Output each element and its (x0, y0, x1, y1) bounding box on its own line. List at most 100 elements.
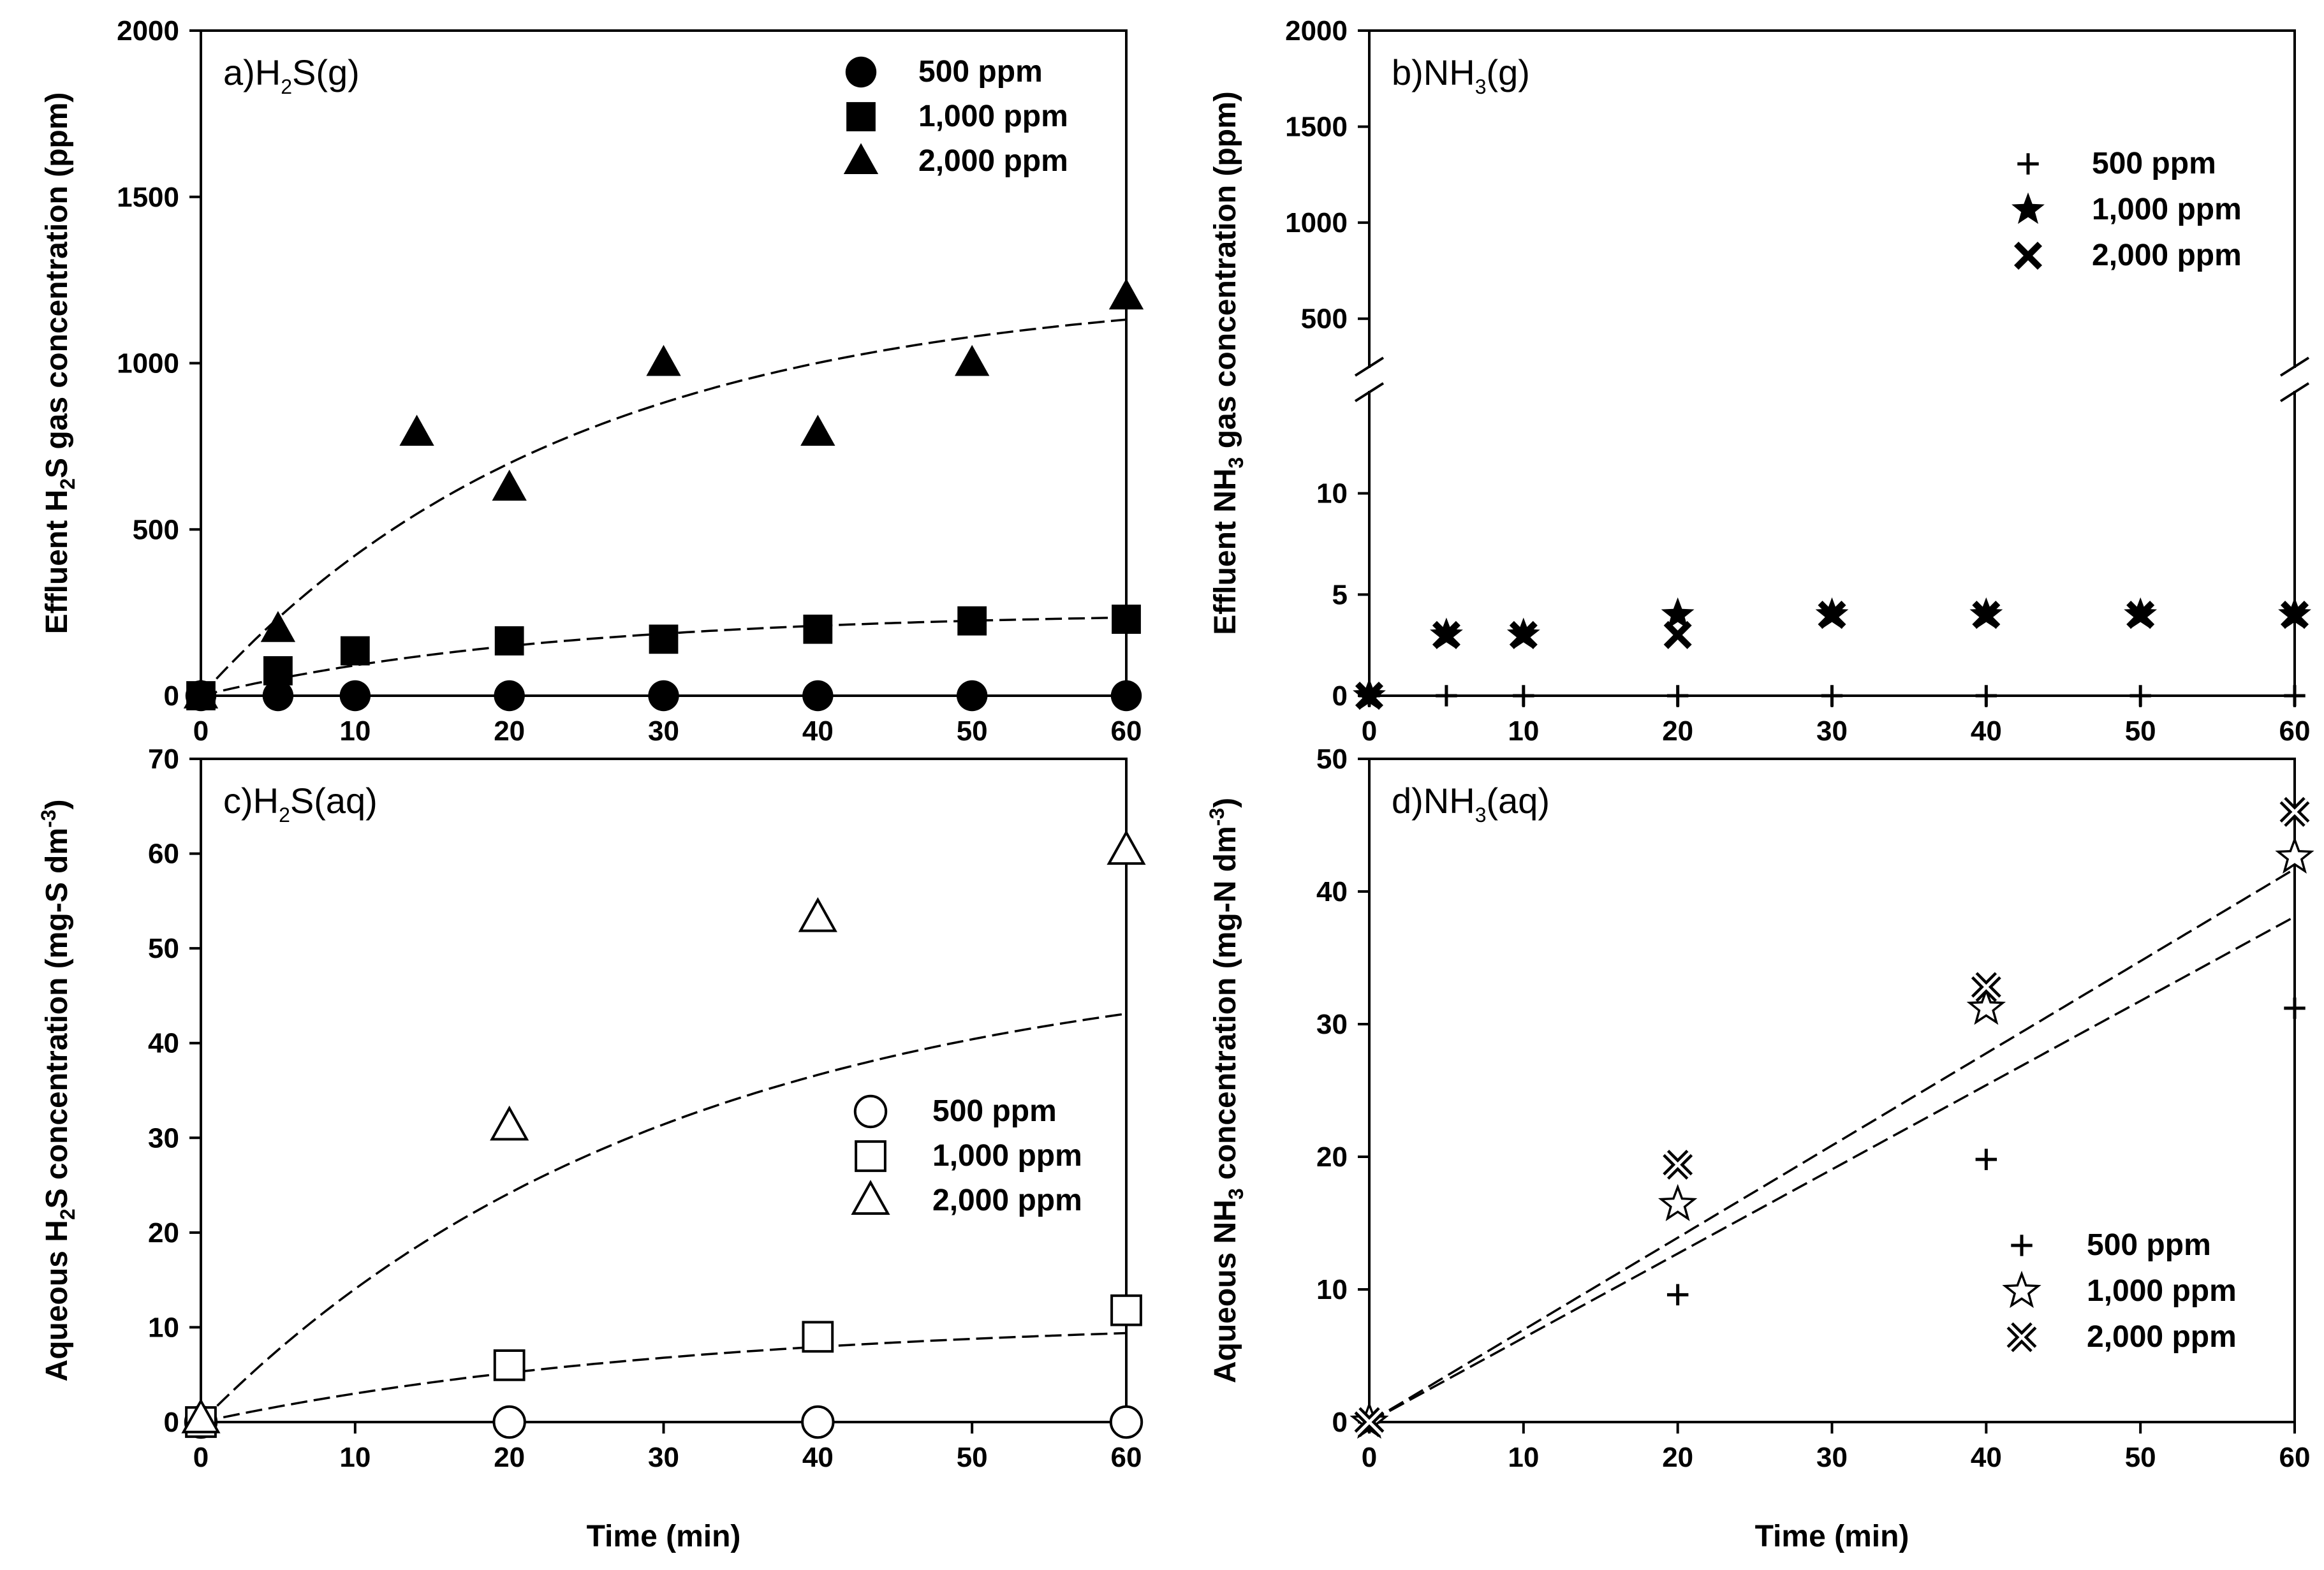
marker-shape (801, 1405, 835, 1439)
marker-shape (957, 606, 987, 636)
legend-marker (2017, 153, 2039, 175)
text-part: S gas concentration (ppm) (40, 92, 74, 478)
data-point (262, 680, 294, 712)
y-tick-label: 30 (148, 1122, 179, 1154)
marker-shape (1110, 680, 1142, 712)
marker-shape (846, 102, 876, 131)
panel-title: c)H2S(aq) (223, 781, 378, 826)
text-part: Effluent H (40, 490, 74, 635)
data-point (1432, 620, 1460, 649)
legend-label: 1,000 ppm (932, 1139, 1082, 1173)
marker-shape (1355, 681, 1384, 710)
legend-marker (855, 1140, 886, 1172)
y-axis-label: Aqueous NH3 concentration (mg-N dm-3) (1205, 798, 1247, 1383)
text-part: S concentration (mg-S dm (40, 828, 74, 1208)
data-point (802, 1321, 834, 1353)
y-tick-label: 10 (1316, 1274, 1348, 1305)
marker-shape (845, 56, 877, 88)
marker-shape (340, 636, 370, 666)
data-point (494, 680, 525, 712)
data-point (649, 624, 679, 654)
marker-shape (855, 1140, 886, 1172)
marker-shape (2275, 836, 2314, 874)
marker-shape (1966, 987, 2006, 1025)
marker-shape (1818, 601, 1846, 629)
axis-break-mark (1354, 356, 1385, 377)
marker-shape (2002, 1270, 2041, 1309)
text-part: 2 (279, 803, 290, 826)
marker-shape (490, 1105, 529, 1141)
data-point (798, 897, 837, 932)
y-tick-label: 0 (1332, 680, 1348, 712)
text-part: 3 (1475, 803, 1487, 826)
x-tick-label: 20 (1662, 715, 1693, 747)
x-tick-label: 20 (1662, 1442, 1693, 1473)
data-point (1666, 685, 1689, 707)
x-tick-label: 0 (193, 1442, 209, 1473)
legend-marker (851, 1180, 890, 1215)
marker-shape (798, 897, 837, 932)
legend-marker (2006, 1322, 2037, 1353)
y-tick-label: 1000 (1285, 207, 1348, 238)
data-point (2129, 685, 2151, 707)
panel-title: d)NH3(aq) (1392, 781, 1550, 826)
marker-shape (648, 680, 679, 712)
data-point (2280, 601, 2309, 629)
x-tick-label: 40 (1971, 1442, 2002, 1473)
text-part: (g) (1486, 52, 1529, 92)
marker-shape (399, 415, 434, 446)
marker-shape (494, 626, 524, 656)
marker-shape (1356, 1409, 1383, 1435)
data-point (956, 680, 988, 712)
data-point (1658, 1184, 1698, 1221)
text-part: -3 (37, 810, 60, 828)
data-point (263, 656, 293, 686)
marker-shape (1109, 1405, 1144, 1439)
text-part: -3 (1205, 808, 1228, 826)
x-tick-label: 10 (1508, 1442, 1539, 1473)
marker-shape (851, 1180, 890, 1215)
data-point (1108, 278, 1144, 310)
text-part: gas concentration (ppm) (1209, 91, 1242, 457)
x-tick-label: 50 (2125, 1442, 2156, 1473)
text-part: b)NH (1392, 52, 1475, 92)
marker-shape (802, 680, 834, 712)
fit-curve (200, 1012, 1127, 1423)
data-point (181, 1398, 221, 1434)
plot-frame (1368, 29, 2296, 697)
marker-shape (1665, 1152, 1691, 1178)
legend-marker (843, 143, 879, 175)
y-tick-label: 40 (148, 1028, 179, 1059)
x-tick-label: 0 (193, 715, 209, 747)
text-part: 3 (1225, 457, 1247, 469)
x-tick-label: 60 (2279, 715, 2311, 747)
text-part: (aq) (1486, 781, 1550, 821)
x-tick-label: 30 (1816, 1442, 1848, 1473)
x-tick-label: 40 (1971, 715, 2002, 747)
data-point (1663, 620, 1692, 649)
y-tick-label: 50 (148, 933, 179, 964)
data-point (646, 344, 681, 376)
data-point (1975, 685, 1997, 707)
marker-shape (956, 680, 988, 712)
axis-break-mark (2279, 356, 2310, 377)
data-point (1107, 830, 1146, 865)
data-point (1661, 597, 1695, 629)
x-axis-label: Time (min) (587, 1520, 741, 1553)
y-tick-label: 0 (164, 1407, 179, 1438)
marker-shape (1107, 830, 1146, 865)
marker-shape (492, 1405, 526, 1439)
data-point (2284, 997, 2306, 1019)
marker-shape (1661, 597, 1695, 629)
text-part: S(g) (292, 52, 360, 92)
y-tick-label: 60 (148, 839, 179, 870)
text-part: S(aq) (290, 781, 378, 821)
marker-shape (1110, 1294, 1142, 1326)
legend-label: 1,000 ppm (2092, 193, 2242, 226)
data-point (803, 614, 833, 644)
x-tick-label: 10 (1508, 715, 1539, 747)
data-point (340, 636, 370, 666)
marker-shape (853, 1094, 888, 1129)
legend-label: 500 ppm (2092, 147, 2216, 180)
